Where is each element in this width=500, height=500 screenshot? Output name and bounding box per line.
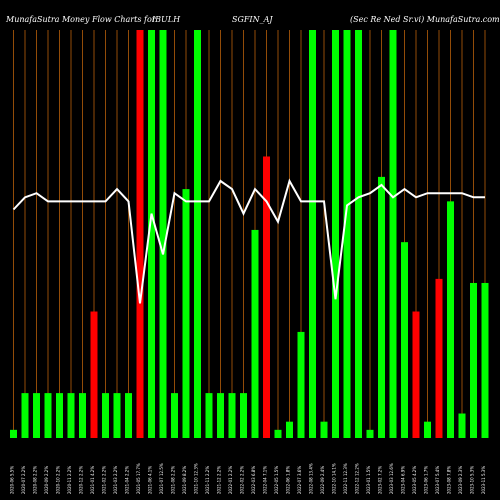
x-tick-label: 2023-11 5.3%: [481, 466, 486, 494]
bar-up: [56, 393, 63, 438]
header-series: SGFIN_AJ: [232, 15, 273, 24]
x-tick-label: 2022-02 2.2%: [240, 466, 245, 494]
bar-down: [412, 311, 420, 438]
x-tick-label: 2023-06 1.7%: [424, 466, 429, 494]
x-tick-label: 2023-05 4.2%: [412, 466, 417, 494]
header-right: (Sec Re Ned Sr.vi) MunafaSutra.com: [350, 15, 500, 24]
bar-up: [194, 30, 201, 438]
bar-down: [90, 311, 98, 438]
x-tick-label: 2023-03 12.6%: [389, 463, 394, 494]
x-tick-label: 2021-07 12.5%: [159, 463, 164, 494]
bar-up: [424, 421, 431, 438]
bar-up: [389, 30, 397, 438]
x-tick-label: 2022-08 13.4%: [309, 463, 314, 494]
bar-up: [79, 393, 86, 438]
bar-up: [401, 242, 408, 438]
x-tick-label: 2022-09 2.4%: [320, 466, 325, 494]
x-tick-label: 2022-05 1.5%: [274, 466, 279, 494]
bar-up: [217, 393, 224, 438]
bar-up: [309, 30, 316, 438]
x-tick-label: 2022-04 7.1%: [263, 466, 268, 494]
bar-down: [263, 156, 270, 439]
x-tick-label: 2021-04 2.2%: [125, 466, 130, 494]
x-tick-label: 2022-06 1.8%: [286, 466, 291, 494]
header-symbol: IBULH: [151, 15, 181, 24]
x-tick-label: 2020-12 2.2%: [79, 466, 84, 494]
chart-header: MunafaSutra Money Flow Charts for IBULH …: [5, 15, 500, 24]
x-tick-label: 2021-01 4.2%: [90, 466, 95, 494]
bar-up: [182, 189, 190, 438]
bar-up: [447, 201, 454, 438]
x-tick-label: 2021-05 17.7%: [136, 463, 141, 494]
x-tick-label: 2022-01 2.2%: [228, 466, 233, 494]
bar-down: [435, 278, 443, 438]
x-tick-label: 2022-03 6.8%: [251, 466, 256, 494]
bar-up: [366, 429, 374, 438]
bar-up: [148, 30, 155, 438]
x-tick-label: 2021-06 4.1%: [148, 466, 153, 494]
bar-up: [21, 393, 29, 438]
x-tick-label: 2021-02 2.2%: [102, 466, 107, 494]
x-tick-label: 2022-12 12.2%: [355, 463, 360, 494]
bar-up: [274, 429, 282, 438]
bar-up: [113, 393, 121, 438]
bar-up: [228, 393, 236, 438]
bar-up: [470, 282, 477, 438]
bar-up: [125, 393, 132, 438]
x-tick-label: 2021-11 2.2%: [205, 466, 210, 494]
x-tick-labels: 2020-06 5.5% 2020-07 2.2% 2020-08 2.2% 2020…: [10, 463, 487, 494]
bar-up: [44, 393, 52, 438]
x-tick-label: 2022-07 3.6%: [297, 466, 302, 494]
x-tick-label: 2020-07 2.2%: [21, 466, 26, 494]
bar-up: [355, 30, 362, 438]
bar-up: [286, 421, 293, 438]
x-tick-label: 2022-11 12.3%: [343, 463, 348, 494]
bar-up: [10, 429, 17, 438]
x-tick-label: 2023-01 1.5%: [366, 466, 371, 494]
x-tick-label: 2022-10 14.1%: [332, 463, 337, 494]
x-tick-label: 2023-10 5.3%: [470, 466, 475, 494]
bar-up: [481, 282, 489, 438]
bar-up: [67, 393, 75, 438]
bar-up: [102, 393, 109, 438]
bar-up: [343, 30, 351, 438]
x-tick-label: 2020-11 2.2%: [67, 466, 72, 494]
x-tick-label: 2023-02 7.2%: [378, 466, 383, 494]
x-tick-label: 2023-09 2.3%: [458, 466, 463, 494]
x-tick-label: 2021-12 2.2%: [217, 466, 222, 494]
money-flow-line: [12, 178, 485, 304]
bar-up: [251, 229, 259, 438]
x-tick-label: 2023-04 6.9%: [401, 466, 406, 494]
x-tick-label: 2021-09 8.2%: [182, 466, 187, 494]
bar-up: [332, 30, 339, 438]
x-tick-label: 2020-06 5.5%: [10, 466, 15, 494]
bar-up: [159, 30, 167, 438]
x-tick-label: 2021-10 12.3%: [194, 463, 199, 494]
x-tick-label: 2023-08 7.8%: [447, 466, 452, 494]
bar-down: [136, 30, 144, 438]
bar-up: [240, 393, 247, 438]
bar-series: [10, 30, 489, 439]
header-left: MunafaSutra Money Flow Charts for: [5, 15, 157, 24]
bar-up: [378, 176, 385, 438]
x-tick-label: 2021-03 2.2%: [113, 466, 118, 494]
x-tick-label: 2020-09 2.2%: [44, 466, 49, 494]
bar-up: [458, 413, 466, 438]
x-tick-label: 2023-07 5.4%: [435, 466, 440, 494]
bar-up: [171, 393, 178, 438]
bar-up: [320, 421, 328, 438]
bar-up: [205, 393, 213, 438]
x-tick-label: 2020-08 2.2%: [33, 466, 38, 494]
bar-up: [33, 393, 40, 438]
bar-up: [297, 331, 305, 438]
x-tick-label: 2021-08 2.2%: [171, 466, 176, 494]
x-tick-label: 2020-10 2.2%: [56, 466, 61, 494]
